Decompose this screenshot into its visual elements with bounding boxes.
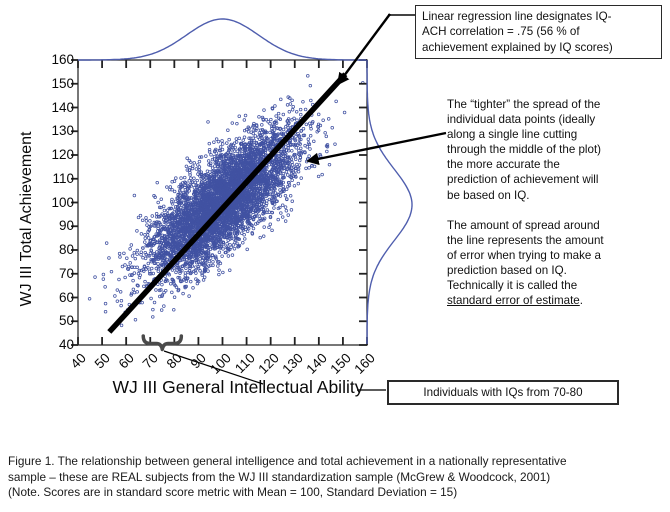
y-tick-label: 50 (58, 313, 74, 329)
spread-note-text: The “tighter” the spread of the individua… (447, 97, 665, 308)
iq-range-note-box: Individuals with IQs from 70-80 (387, 380, 619, 405)
text-line: through the middle of the plot) (447, 143, 602, 157)
text-line: Technically it is called the (447, 279, 578, 293)
regression-note-text: Linear regression line designates IQ- ACH… (422, 9, 655, 55)
iq-range-brace (141, 334, 184, 352)
text-line: (Note. Scores are in standard score metr… (8, 485, 458, 500)
regression-note-arrow (336, 13, 391, 86)
text-line: The amount of spread around (447, 218, 600, 232)
y-tick-label: 60 (58, 289, 74, 305)
text-line: the more accurate the (447, 158, 560, 172)
text-line: along a single line cutting (447, 128, 578, 142)
y-tick-label: 120 (51, 147, 74, 162)
brace-connector-line (163, 350, 264, 385)
y-axis-title: WJ III Total Achievement (18, 131, 35, 307)
spread-note-arrow (306, 131, 447, 166)
text-line: be based on IQ. (447, 188, 530, 202)
plot-frame (77, 59, 368, 346)
x-axis-title: WJ III General Intellectual Ability (112, 377, 364, 397)
text-line: Linear regression line designates IQ- (422, 10, 612, 23)
text-line: sample – these are REAL subjects from th… (8, 469, 551, 484)
figure-caption: Figure 1. The relationship between gener… (8, 454, 663, 501)
text-line: of error when trying to make a (447, 248, 602, 262)
text-line: individual data points (ideally (447, 113, 596, 127)
text-line: prediction of achievement will (447, 173, 599, 187)
text-line: standard error of estimate. (447, 294, 583, 308)
top-marginal-curve (78, 18, 366, 61)
y-tick-label: 110 (52, 170, 74, 186)
y-tick-label: 80 (58, 242, 74, 257)
text-line: prediction based on IQ. (447, 264, 567, 278)
y-tick-label: 40 (58, 337, 74, 352)
text-line (447, 203, 665, 218)
text-line: achievement explained by IQ scores) (422, 40, 613, 54)
y-tick-label: 150 (51, 75, 74, 91)
y-tick-label: 130 (51, 123, 74, 139)
plot-overlay-svg (71, 13, 447, 391)
y-tick-label: 90 (58, 218, 74, 234)
y-tick-label: 160 (51, 52, 74, 67)
y-tick-label: 140 (51, 99, 74, 115)
scatter-points-canvas (78, 60, 367, 345)
text-line: ACH correlation = .75 (56 % of (422, 25, 580, 39)
regression-note-box: Linear regression line designates IQ- ACH… (415, 5, 662, 59)
text-line: Figure 1. The relationship between gener… (8, 454, 567, 468)
iq-range-note-text: Individuals with IQs from 70-80 (423, 386, 583, 399)
y-tick-label: 100 (51, 194, 74, 210)
text-line: The “tighter” the spread of the (447, 98, 601, 111)
text-line: the line represents the amount (447, 233, 604, 247)
y-tick-label: 70 (58, 265, 74, 281)
right-marginal-curve (366, 60, 413, 344)
regression-line (107, 72, 348, 334)
